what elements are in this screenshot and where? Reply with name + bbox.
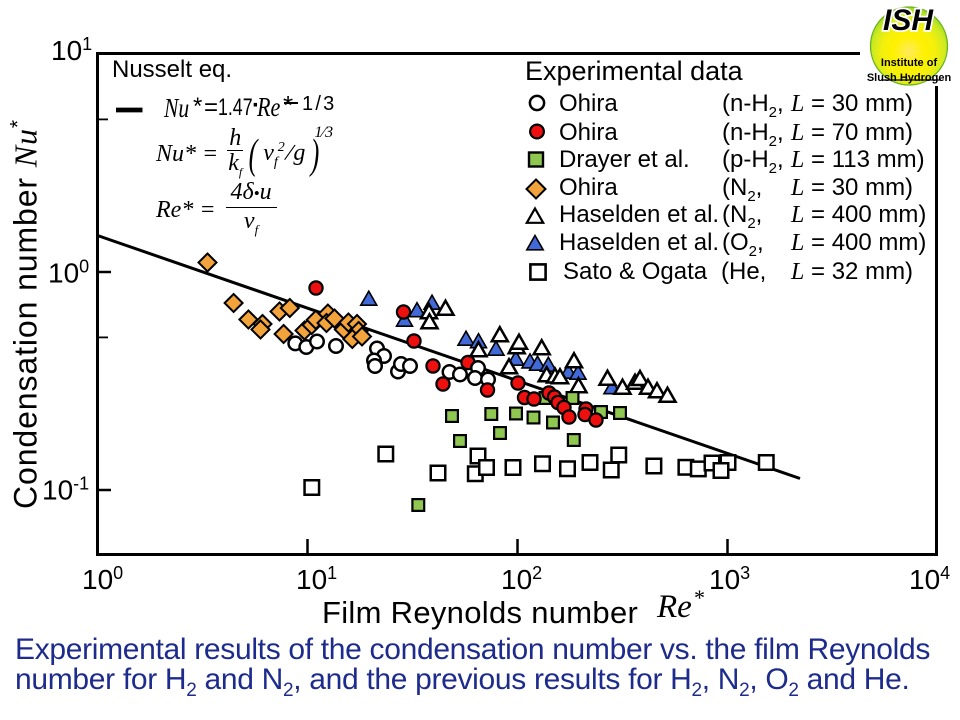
svg-text:Slush Hydrogen: Slush Hydrogen [867, 72, 952, 84]
svg-text:Re: Re [656, 589, 692, 625]
svg-text:100: 100 [82, 563, 123, 595]
svg-text:Film Reynolds number: Film Reynolds number [322, 595, 638, 630]
svg-text:ISH: ISH [883, 4, 934, 37]
svg-text:10-1: 10-1 [42, 474, 89, 506]
svg-text:*: * [694, 585, 705, 610]
svg-text:102: 102 [501, 563, 542, 595]
svg-text:101: 101 [51, 34, 92, 66]
svg-text:104: 104 [909, 563, 950, 595]
svg-text:103: 103 [709, 563, 750, 595]
svg-text:101: 101 [296, 563, 337, 595]
svg-text:100: 100 [48, 257, 89, 289]
svg-text:Condensation number Nu*: Condensation number Nu* [7, 119, 44, 509]
svg-text:Institute of: Institute of [881, 57, 938, 69]
